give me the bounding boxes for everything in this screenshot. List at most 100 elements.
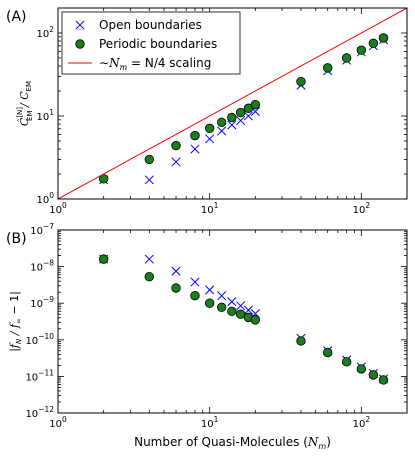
panel-b-series-open-point bbox=[190, 277, 200, 287]
panel-b-y-tick-label: 10−10 bbox=[25, 332, 54, 347]
panel-b-series-periodic bbox=[98, 254, 389, 385]
panel-a-x-tick-label-exponent: 0 bbox=[62, 201, 67, 210]
panel-b-y-axis-label-part: ∞ bbox=[15, 318, 23, 324]
panel-a-series-open-point-stroke bbox=[227, 120, 237, 130]
panel-a-series-open-point bbox=[171, 157, 181, 167]
panel-b-series-open-point bbox=[227, 297, 237, 307]
panel-b-series-periodic-point bbox=[144, 271, 155, 282]
legend: Open boundaries Periodic boundaries ∼Nm = … bbox=[61, 11, 241, 75]
panel-b-series-periodic-point bbox=[204, 298, 215, 308]
panel-a-y-tick-label: 100 bbox=[36, 191, 54, 206]
panel-a-y-tick-label-base: 10 bbox=[36, 195, 49, 206]
panel-b-y-tick-label-base: 10 bbox=[25, 409, 38, 420]
legend-frame bbox=[61, 11, 241, 75]
panel-a-y-axis-label-part: / C bbox=[18, 91, 31, 111]
panel-a-series-open-point-stroke bbox=[205, 134, 215, 144]
panel-b-y-tick-label-base: 10 bbox=[30, 263, 43, 274]
panel-a-series-open-point bbox=[243, 111, 253, 121]
panel-b-y-tick-label-exponent: −12 bbox=[38, 405, 54, 414]
panel-b-series-open-point bbox=[236, 301, 246, 311]
panel-b-series-periodic-point bbox=[98, 254, 109, 264]
panel-b-x-tick-label-base: 10 bbox=[201, 419, 214, 430]
panel-a-x-tick-label: 101 bbox=[201, 201, 219, 216]
panel-a-x-tick-label: 102 bbox=[353, 201, 371, 216]
panel-b-y-tick-label-exponent: −9 bbox=[43, 295, 54, 304]
panel-b-series-periodic-point bbox=[190, 291, 200, 301]
legend-entry-open: Open boundaries bbox=[75, 18, 202, 32]
panel-a-panel-label: (A) bbox=[6, 9, 27, 25]
panel-b-series-periodic-point bbox=[227, 306, 237, 317]
panel-b-series-periodic-point bbox=[378, 375, 389, 385]
panel-a-y-tick-label-base: 10 bbox=[36, 112, 49, 123]
panel-a-series-open-point bbox=[217, 126, 227, 136]
panel-b-series-group bbox=[98, 254, 389, 385]
panel-b-x-tick-label: 101 bbox=[201, 415, 219, 430]
panel-b-x-tick-label-base: 10 bbox=[353, 419, 366, 430]
legend-label: Periodic boundaries bbox=[99, 37, 217, 51]
panel-b-series-open-point-stroke bbox=[205, 285, 215, 295]
panel-a-series-periodic-point bbox=[296, 76, 306, 87]
panel-a-series-open-point bbox=[144, 175, 154, 185]
panel-a-series-periodic-point bbox=[322, 63, 333, 73]
panel-b-y-axis-label-part: / f bbox=[8, 322, 21, 339]
panel-a-series-open-point-stroke bbox=[236, 116, 246, 126]
panel-b-plot-frame bbox=[57, 229, 408, 414]
legend-entry-scaling: ∼Nm = N/4 scaling bbox=[68, 56, 211, 72]
panel-b-x-tick-label-base: 10 bbox=[49, 419, 62, 430]
panel-a-series-periodic-point bbox=[356, 45, 367, 55]
panel-a-y-axis-label: Ĉ[N] EM / CEM bbox=[16, 81, 34, 126]
panel-a-series-open-point-stroke bbox=[190, 144, 200, 154]
panel-b-y-tick-label-exponent: −7 bbox=[43, 222, 54, 231]
panel-b-series-periodic-point bbox=[341, 357, 352, 367]
panel-a-series-periodic-point bbox=[235, 107, 246, 118]
panel-b-series-periodic-point bbox=[171, 283, 181, 293]
panel-b-y-tick-label-exponent: −11 bbox=[38, 368, 54, 377]
panel-a-series-periodic-point bbox=[144, 154, 155, 165]
panel-a-y-axis-label-part: Ĉ bbox=[17, 117, 31, 126]
panel-b-series-open-point bbox=[144, 254, 154, 264]
panel-a-series-periodic-point bbox=[204, 123, 215, 134]
panel-b-y-tick-label-base: 10 bbox=[25, 336, 38, 347]
panel-b-x-axis: 100 101 102 bbox=[49, 230, 408, 430]
panel-b-y-tick-label: 10−8 bbox=[30, 259, 54, 274]
panel-b-series-open-point bbox=[171, 266, 181, 276]
panel-a-series-group bbox=[58, 8, 407, 199]
panel-a-x-tick-label-base: 10 bbox=[49, 205, 62, 216]
panel-a-x-axis: 100 101 102 bbox=[49, 8, 408, 216]
panel-b-x-tick-label: 102 bbox=[353, 415, 371, 430]
legend-label-part: m bbox=[120, 63, 128, 72]
panel-b-series-open-point-stroke bbox=[227, 297, 237, 307]
panel-b-y-tick-label: 10−11 bbox=[25, 368, 54, 383]
panel-b-y-tick-label-exponent: −8 bbox=[43, 259, 54, 268]
panel-b-series-periodic-point bbox=[216, 302, 227, 313]
legend-entry-periodic: Periodic boundaries bbox=[75, 37, 217, 51]
panel-b-series-open-point-stroke bbox=[217, 291, 227, 301]
panel-b-x-tick-label-exponent: 1 bbox=[214, 415, 219, 424]
panel-b-series-periodic-point bbox=[356, 364, 367, 374]
panel-a-series-open-point-stroke bbox=[144, 175, 154, 185]
legend-label: Open boundaries bbox=[99, 18, 202, 32]
panel-a-y-tick-label-base: 10 bbox=[36, 29, 49, 40]
panel-a-series-periodic-point bbox=[171, 140, 181, 151]
panel-b-x-tick-label-exponent: 2 bbox=[365, 415, 370, 424]
panel-b-series-periodic-point bbox=[322, 347, 333, 358]
panel-a-series-periodic-point bbox=[227, 112, 237, 123]
panel-b: 100 101 10210−1210−1110−1010−910−810−7(B)|… bbox=[6, 222, 408, 451]
panel-a-x-tick-label-base: 10 bbox=[201, 205, 214, 216]
panel-a-series-open-point bbox=[190, 144, 200, 154]
panel-b-panel-label: (B) bbox=[6, 231, 27, 247]
panel-b-series-open-point bbox=[205, 285, 215, 295]
panel-b-x-tick-label-exponent: 0 bbox=[62, 415, 67, 424]
panel-a-y-axis-label-part: EM bbox=[25, 81, 33, 91]
panel-b-y-axis-label-part: |f bbox=[8, 342, 22, 352]
panel-a-series-open-point-stroke bbox=[243, 111, 253, 121]
panel-a-y-tick-label: 101 bbox=[36, 108, 54, 123]
legend-swatch-marker bbox=[75, 20, 85, 30]
panel-a-series-periodic-point bbox=[190, 130, 200, 141]
panel-a-y-axis-label-part: [N] bbox=[16, 107, 24, 118]
panel-a-y-tick-label-exponent: 2 bbox=[49, 25, 54, 34]
panel-a-series-periodic-point bbox=[368, 38, 379, 49]
